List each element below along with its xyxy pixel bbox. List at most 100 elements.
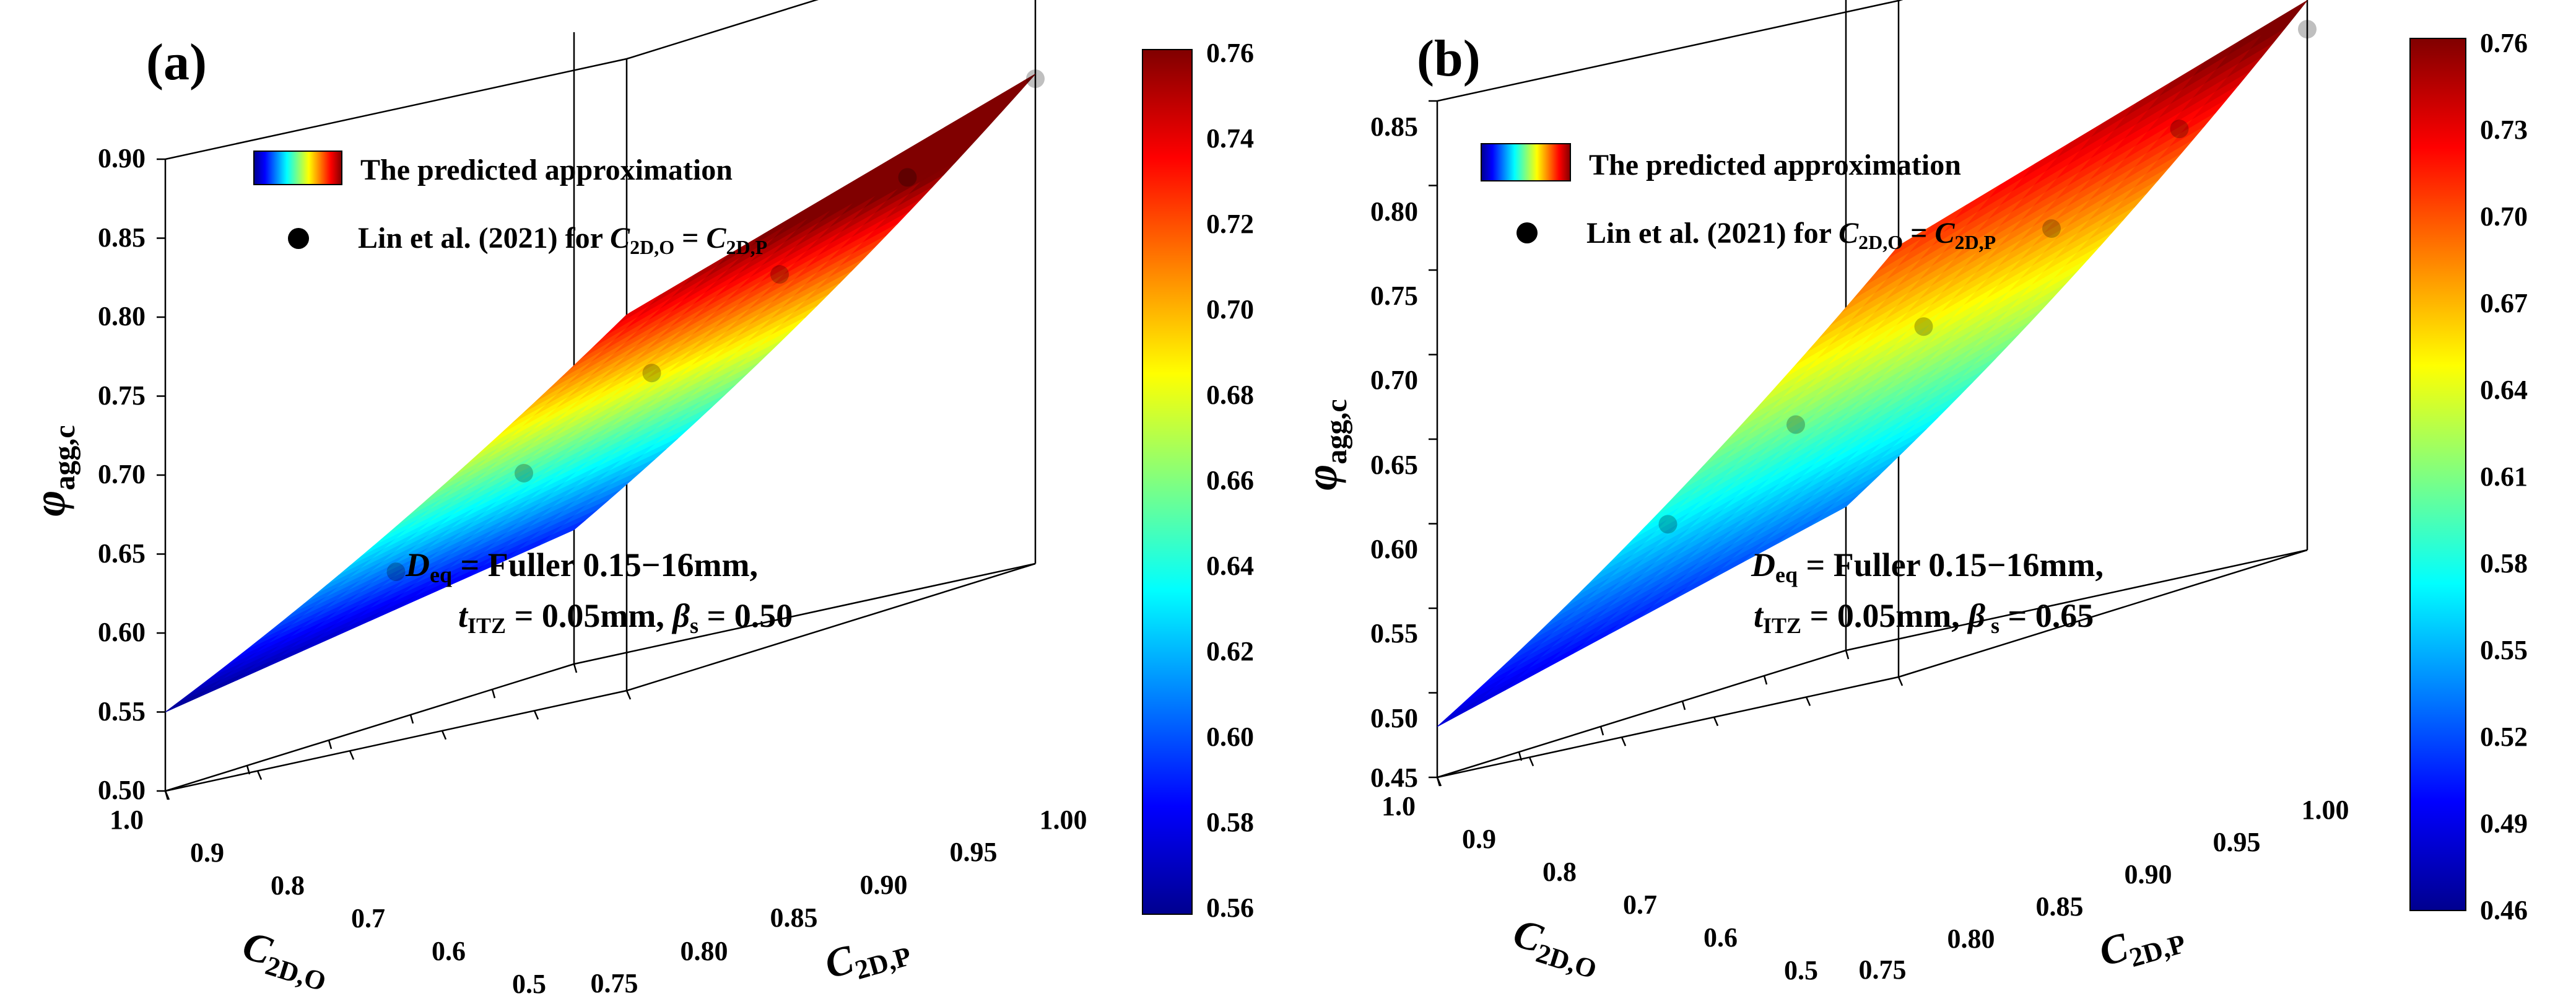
panel-b-colorbar [2409, 38, 2466, 911]
panel-a-y-axis-label: C2D,P [820, 921, 915, 993]
panel-a-legend-points: Lin et al. (2021) for C2D,O = C2D,P [358, 222, 767, 258]
surface-facet [165, 688, 211, 712]
axis-edge [165, 663, 575, 792]
panel-b-legend-surface: The predicted approximation [1589, 149, 1961, 181]
panel-a-x-axis-label: C2D,O [236, 923, 336, 996]
panel-b-surface [1437, 0, 2308, 727]
panel-b-annotation-symbol: D [1751, 546, 1775, 583]
panel-b-colorbar-tick-labels: 0.76 0.73 0.70 0.67 0.64 0.61 0.58 0.55 … [2480, 28, 2528, 925]
data-point [642, 364, 661, 383]
panel-a-x-tick-labels: 1.0 0.9 0.8 0.7 0.6 0.5 [110, 805, 546, 996]
panel-a-z-tick-labels: 0.90 0.85 0.80 0.75 0.70 0.65 0.60 0.55 … [98, 143, 146, 805]
panel-a-colorbar-tick: 0.62 [1206, 636, 1254, 666]
axis-edge [626, 562, 1036, 692]
y-tick-mark [1599, 726, 1604, 736]
axis-edge [165, 58, 627, 160]
panel-b-annotation-subscript: eq [1775, 562, 1798, 587]
panel-b-z-axis-symbol: φ [1297, 465, 1346, 491]
panel-a-z-tick: 0.90 [98, 143, 146, 173]
panel-b-y-tick: 0.95 [2213, 827, 2261, 857]
panel-b-label: (b) [1417, 30, 1481, 87]
data-point [515, 463, 533, 483]
panel-b-annotation-itz: ITZ [1763, 613, 1801, 638]
panel-b-z-axis-label: φagg,c [1297, 399, 1353, 490]
panel-a-legend-point-marker [288, 228, 309, 249]
panel-a-annotation-itz-value: = 0.05mm, [506, 597, 672, 634]
panel-b-x-tick-labels: 1.0 0.9 0.8 0.7 0.6 0.5 [1382, 791, 1818, 985]
y-tick-mark [573, 663, 578, 673]
y-tick-mark [164, 790, 169, 800]
panel-a-annotation-symbol: D [405, 546, 430, 583]
panel-a-colorbar-tick: 0.70 [1206, 294, 1254, 325]
panel-a-annotation-beta: β [671, 597, 690, 634]
panel-a-legend-surface: The predicted approximation [360, 154, 733, 186]
surface-facet [539, 519, 586, 546]
panel-a-z-axis-subscript: agg,c [48, 425, 81, 490]
panel-a-z-tick: 0.70 [98, 459, 146, 489]
panel-a-colorbar-tick: 0.76 [1206, 38, 1254, 68]
panel-a-x-axis-subscript: 2D,O [262, 950, 329, 996]
data-point [386, 562, 406, 582]
panel-b-legend-points-lhs-sub: 2D,O [1858, 231, 1903, 253]
panel-b-annotation-beta-sub: s [1985, 613, 1999, 638]
panel-a-y-tick: 0.90 [860, 870, 908, 900]
panel-b-x-tick: 0.5 [1784, 955, 1818, 985]
panel-b-y-tick: 0.75 [1859, 954, 1907, 985]
axis-edge [165, 689, 627, 792]
panel-b-y-tick: 0.80 [1947, 924, 1995, 954]
panel-b-legend-points: Lin et al. (2021) for C2D,O = C2D,P [1586, 217, 1996, 253]
x-tick-mark [1528, 757, 1534, 767]
panel-b-colorbar-tick: 0.55 [2480, 635, 2528, 665]
panel-a-z-tick: 0.80 [98, 301, 146, 331]
data-point [1786, 415, 1805, 434]
panel-a-x-tick: 0.9 [190, 837, 224, 868]
panel-a-z-tick: 0.75 [98, 380, 146, 411]
x-tick-mark [625, 690, 632, 700]
panel-b-z-tick: 0.50 [1370, 703, 1418, 733]
panel-a-annotation-itz: ITZ [468, 613, 506, 638]
y-tick-mark [1845, 650, 1850, 660]
y-tick-mark [328, 740, 333, 749]
x-tick-mark [441, 730, 447, 740]
panel-b-legend-point-marker [1516, 222, 1538, 243]
x-tick-mark [256, 771, 263, 780]
panel-a-z-tick: 0.65 [98, 538, 146, 569]
panel-a-annotation-beta-value: = 0.50 [698, 597, 793, 634]
panel-b-x-tick: 0.9 [1462, 824, 1496, 854]
panel-b-z-tick: 0.85 [1370, 111, 1418, 142]
x-tick-mark [1713, 717, 1719, 727]
panel-a-colorbar-tick: 0.72 [1206, 209, 1254, 239]
panel-a-colorbar-tick: 0.68 [1206, 380, 1254, 410]
panel-a-y-tick: 0.85 [770, 902, 818, 933]
panel-a-y-tick: 0.80 [681, 936, 728, 966]
panel-b-z-tick: 0.45 [1370, 762, 1418, 793]
panel-a-y-tick: 1.00 [1040, 805, 1087, 835]
data-point [1026, 69, 1045, 89]
panel-b-y-tick: 0.90 [2125, 859, 2172, 889]
panel-b-annotation-t: t [1754, 597, 1764, 634]
panel-a-z-tick: 0.50 [98, 775, 146, 805]
panel-b-z-tick: 0.60 [1370, 534, 1418, 564]
panel-b-x-tick: 1.0 [1382, 791, 1416, 821]
x-tick-mark [1805, 696, 1811, 706]
panel-b-colorbar-tick: 0.49 [2480, 808, 2528, 839]
panel-b-y-axis-label: C2D,P [2094, 909, 2189, 981]
panel-b-legend-points-lhs: C [1838, 217, 1859, 250]
panel-b-z-tick: 0.65 [1370, 450, 1418, 480]
panel-a-z-tick: 0.85 [98, 222, 146, 253]
panel-a-colorbar-tick: 0.58 [1206, 807, 1254, 837]
panel-a-colorbar-tick: 0.60 [1206, 722, 1254, 752]
surface-facet [1437, 697, 1483, 727]
panel-b-annotation-line1: Deq = Fuller 0.15−16mm, [1751, 546, 2104, 587]
panel-b-z-axis-subscript: agg,c [1320, 399, 1353, 464]
panel-a: (a) 0.90 0.85 0.80 0.75 0.70 0.65 0.60 0… [25, 0, 1254, 996]
y-tick-mark [1681, 701, 1686, 710]
panel-a-y-tick: 0.75 [591, 968, 638, 996]
panel-b-y-tick: 1.00 [2302, 795, 2349, 825]
panel-b-annotation-itz-value: = 0.05mm, [1801, 597, 1968, 634]
data-point [2298, 20, 2317, 39]
panel-a-z-axis-label: φagg,c [25, 425, 81, 516]
panel-a-annotation-line2: tITZ = 0.05mm, βs = 0.50 [458, 597, 793, 638]
panel-a-x-tick: 1.0 [110, 805, 144, 835]
